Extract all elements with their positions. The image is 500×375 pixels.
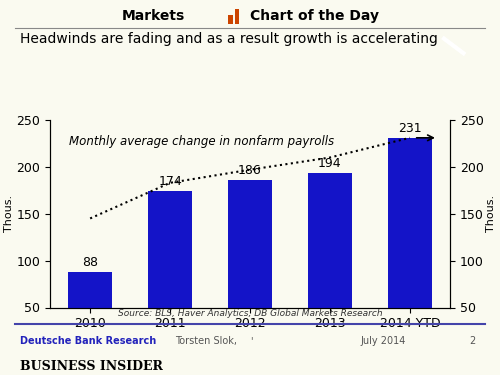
Y-axis label: Thous.: Thous.: [4, 195, 14, 232]
Text: Monthly average change in nonfarm payrolls: Monthly average change in nonfarm payrol…: [70, 135, 334, 148]
Bar: [388, 138, 432, 354]
Text: ': ': [250, 336, 252, 346]
Text: Headwinds are fading and as a result growth is accelerating: Headwinds are fading and as a result gro…: [20, 32, 438, 46]
Text: Chart of the Day: Chart of the Day: [250, 9, 379, 23]
Text: BUSINESS INSIDER: BUSINESS INSIDER: [20, 360, 163, 373]
Text: 174: 174: [158, 176, 182, 189]
Bar: [148, 191, 192, 354]
Text: Torsten Slok,: Torsten Slok,: [175, 336, 237, 346]
Bar: [234, 9, 239, 24]
Bar: [228, 180, 272, 354]
Text: 194: 194: [318, 157, 342, 170]
Text: 231: 231: [398, 122, 421, 135]
Text: 2: 2: [469, 336, 475, 346]
Y-axis label: Thous.: Thous.: [486, 195, 496, 232]
Text: Markets: Markets: [122, 9, 185, 23]
Bar: [308, 172, 352, 354]
Text: 186: 186: [238, 164, 262, 177]
Text: July 2014: July 2014: [360, 336, 406, 346]
Bar: [68, 272, 112, 354]
Text: 88: 88: [82, 256, 98, 269]
Text: Deutsche Bank Research: Deutsche Bank Research: [20, 336, 156, 346]
Bar: [228, 15, 233, 24]
Text: Source: BLS, Haver Analytics, DB Global Markets Research: Source: BLS, Haver Analytics, DB Global …: [118, 309, 382, 318]
